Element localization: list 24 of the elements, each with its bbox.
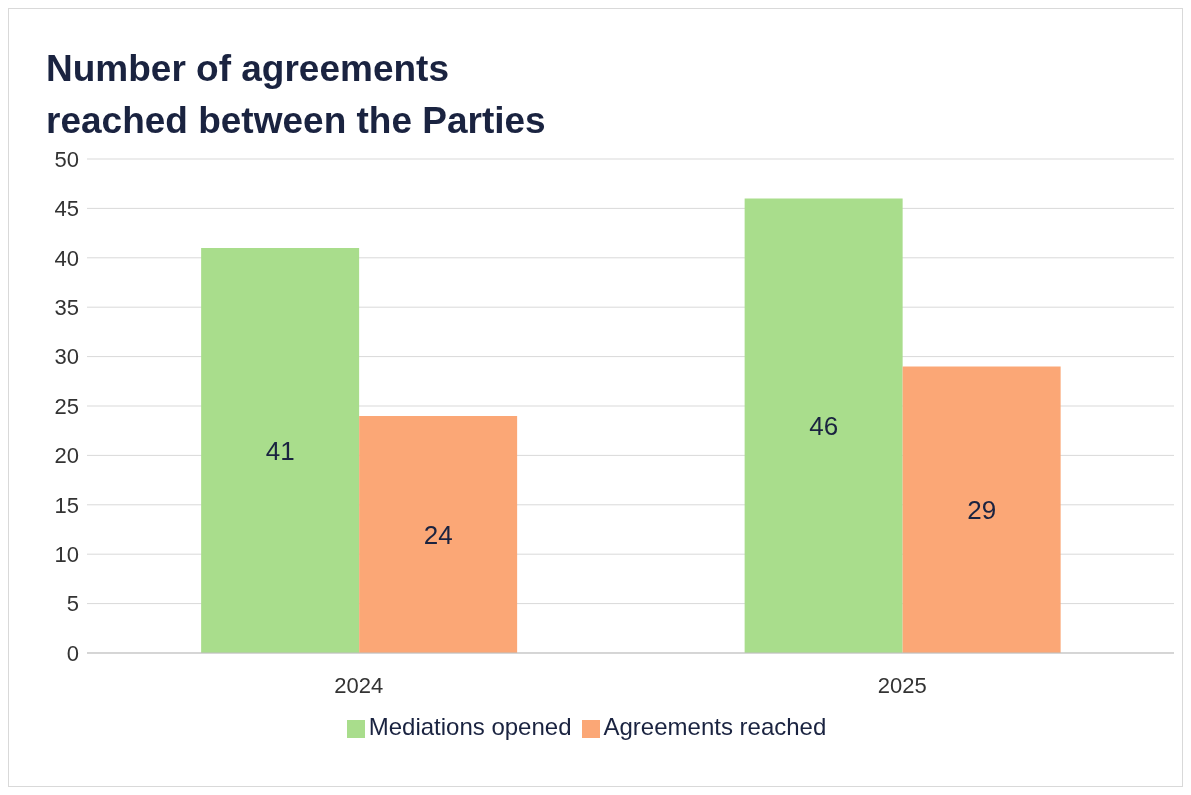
bar <box>201 247 360 653</box>
y-tick-label: 20 <box>54 443 79 469</box>
legend-label: Agreements reached <box>603 713 827 740</box>
legend-label: Mediations opened <box>368 713 572 740</box>
y-tick-label: 35 <box>54 295 79 321</box>
y-tick-label: 30 <box>54 344 79 370</box>
data-label: 46 <box>809 410 839 441</box>
y-tick-label: 50 <box>54 146 79 172</box>
y-tick-label: 40 <box>54 245 79 271</box>
bar <box>744 198 903 653</box>
bar <box>902 366 1061 653</box>
data-label: 41 <box>265 435 295 466</box>
x-tick-label: 2025 <box>877 672 927 698</box>
y-tick-label: 45 <box>54 196 79 222</box>
data-label: 29 <box>967 494 997 525</box>
y-tick-label: 0 <box>66 640 79 666</box>
x-tick-label: 2024 <box>334 672 384 698</box>
y-tick-label: 5 <box>66 591 79 617</box>
data-label: 24 <box>423 519 453 550</box>
chart-title: Number of agreements reached between the Parties <box>46 48 546 141</box>
y-tick-label: 15 <box>54 492 79 518</box>
y-tick-label: 10 <box>54 542 79 568</box>
y-tick-label: 25 <box>54 393 79 419</box>
bar <box>359 415 518 653</box>
